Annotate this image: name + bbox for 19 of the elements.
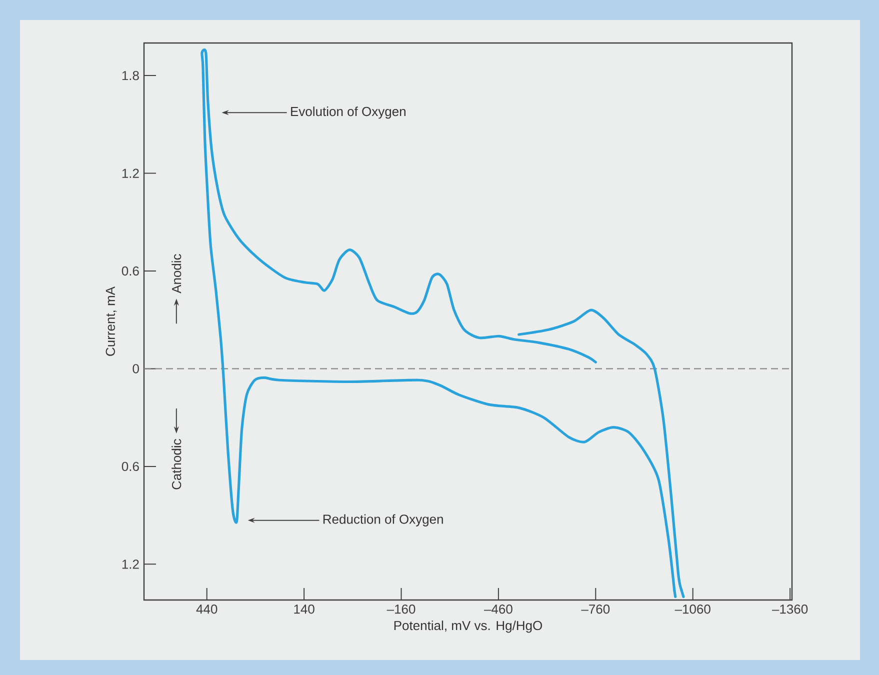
annotation: Cathodic (172, 439, 182, 490)
x-tick-label: 140 (294, 604, 314, 614)
x-tick-label: –1060 (674, 604, 710, 614)
x-tick-label: –460 (484, 604, 512, 614)
x-tick-label: 440 (196, 604, 218, 614)
x-tick-label: –1360 (772, 604, 808, 614)
x-tick-label: –160 (386, 604, 416, 614)
annotation: Reduction of Oxygen (323, 514, 443, 526)
y-tick-label: 1.8 (122, 70, 139, 80)
y-tick-label: 0 (132, 364, 139, 374)
annotation: Anodic (172, 254, 182, 294)
y-tick-label: 0.6 (122, 462, 139, 472)
y-tick-label: 0.6 (122, 266, 139, 276)
x-tick-label: –760 (581, 604, 610, 614)
y-tick-label: 1.2 (122, 168, 139, 178)
y-tick-label: 1.2 (122, 560, 139, 569)
x-axis-title: Potential, mV vs. Hg/HgO (394, 620, 542, 633)
y-axis-title: Current, mA (106, 286, 117, 356)
annotation: Evolution of Oxygen (291, 106, 406, 119)
